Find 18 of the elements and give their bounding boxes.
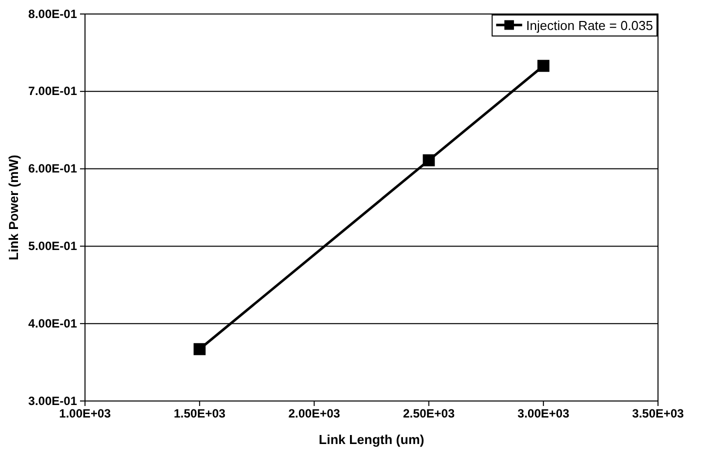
x-tick-label: 2.00E+03 (288, 406, 340, 421)
y-axis-title: Link Power (mW) (6, 154, 21, 260)
legend-label: Injection Rate = 0.035 (526, 18, 653, 33)
x-tick-label: 1.00E+03 (59, 406, 112, 421)
x-tick-label: 3.50E+03 (632, 406, 684, 421)
y-tick-label: 6.00E-01 (28, 162, 78, 176)
point (537, 60, 550, 72)
x-tick-label: 2.50E+03 (402, 406, 455, 421)
y-tick-label: 4.00E-01 (28, 316, 78, 330)
y-tick-label: 7.00E-01 (28, 84, 78, 98)
x-tick-label: 1.50E+03 (174, 406, 226, 421)
x-tick-label: 3.00E+03 (518, 406, 570, 421)
y-tick-label: 3.00E-01 (28, 394, 78, 408)
x-axis-title: Link Length (um) (318, 432, 424, 447)
point (422, 154, 435, 166)
point (194, 343, 206, 356)
y-tick-label: 8.00E-01 (28, 6, 78, 21)
y-tick-label: 5.00E-01 (28, 239, 78, 254)
